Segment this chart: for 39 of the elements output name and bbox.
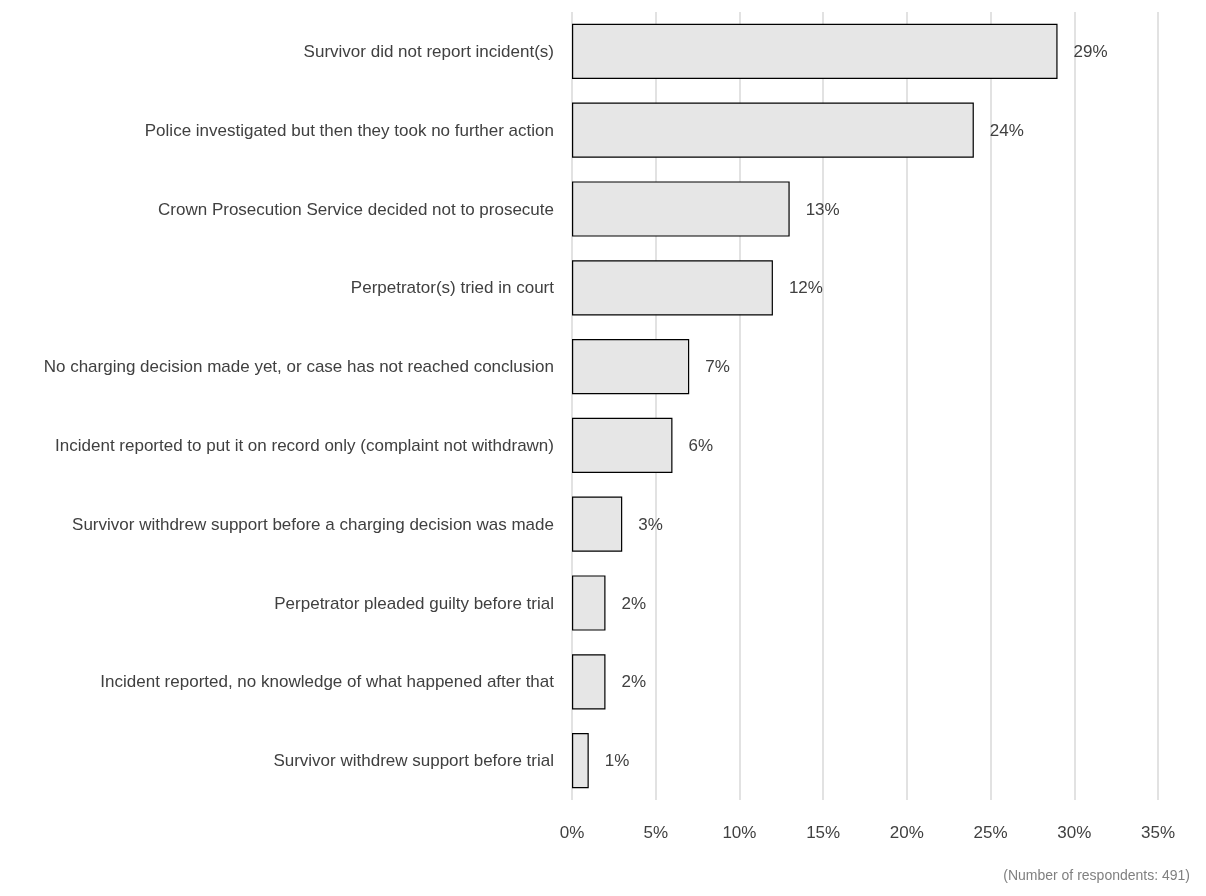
bar — [572, 339, 690, 395]
y-tick-label: Crown Prosecution Service decided not to prosecute — [158, 199, 554, 219]
y-tick-label: Perpetrator(s) tried in court — [350, 278, 555, 298]
data-label: 6% — [688, 435, 714, 455]
bar — [572, 181, 790, 237]
y-tick-label: Survivor withdrew support before a charging decision was made — [72, 514, 554, 534]
x-tick-label: 5% — [643, 823, 668, 842]
x-tick-label: 0% — [559, 823, 585, 842]
bar — [572, 417, 673, 473]
text: (Number of respondents: 491) — [1003, 867, 1190, 883]
bar — [572, 23, 1058, 79]
y-tick-label: No charging decision made yet, or case has not reached conclusion — [43, 357, 554, 377]
y-tick-label: Incident reported to put it on record only (complaint not withdrawn) — [55, 435, 554, 455]
bar — [572, 654, 606, 710]
data-label: 2% — [621, 593, 647, 613]
bar — [572, 102, 974, 158]
y-tick-label: Perpetrator pleaded guilty before trial — [274, 593, 554, 613]
x-tick-label: 15% — [806, 823, 841, 842]
bar — [572, 496, 623, 552]
x-tick-label: 10% — [722, 823, 757, 842]
data-label: 7% — [705, 357, 730, 377]
data-label: 13% — [805, 199, 840, 219]
data-label: 2% — [621, 672, 647, 692]
data-label: 29% — [1073, 41, 1108, 61]
data-label: 1% — [604, 751, 630, 771]
data-label: 3% — [638, 514, 663, 534]
x-tick-label: 25% — [973, 823, 1008, 842]
data-label: 24% — [989, 120, 1024, 140]
y-tick-label: Survivor did not report incident(s) — [303, 41, 554, 61]
y-tick-label: Survivor withdrew support before trial — [273, 751, 554, 771]
x-tick-label: 35% — [1140, 823, 1176, 842]
bar — [572, 733, 589, 789]
x-tick-label: 20% — [889, 823, 924, 842]
y-tick-label: Incident reported, no knowledge of what happened after that — [100, 672, 555, 692]
bar — [572, 260, 773, 316]
y-tick-label: Police investigated but then they took no further action — [144, 120, 554, 140]
data-label: 12% — [788, 278, 823, 298]
x-tick-label: 30% — [1057, 823, 1092, 842]
bar — [572, 575, 606, 631]
